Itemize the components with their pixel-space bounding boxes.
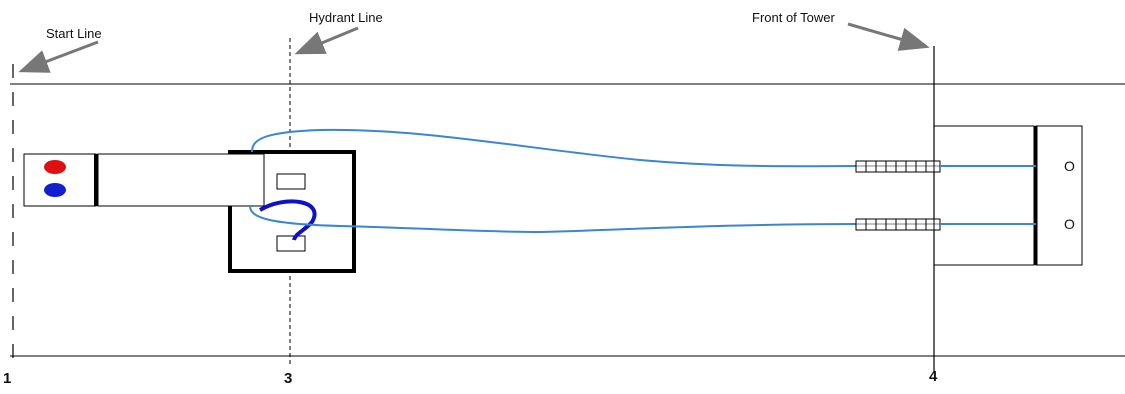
red-dot-icon [44,160,66,174]
blue-dot-icon [44,183,66,197]
hydrant-line-label: Hydrant Line [309,10,383,25]
lower-hose-line [249,205,1042,234]
tower-front [1035,125,1083,266]
hydrant-valve-lower [276,235,306,252]
upper-hose-line [251,128,1042,168]
hydrant-valve-upper [276,173,306,190]
marker-4: 4 [929,368,938,385]
tower-outlet-lower: O [1064,216,1075,232]
truck-body [97,153,265,207]
tower-outlet-upper: O [1064,158,1075,174]
start-line-label: Start Line [46,26,102,41]
tower-arrow-icon [847,22,930,51]
marker-1: 1 [3,370,12,387]
hose-coupling-icon [855,160,941,173]
front-of-tower-label: Front of Tower [752,10,835,25]
start-line-arrow-icon [18,40,99,73]
hydrant-line-arrow-icon [294,26,359,55]
hose-coupling-icon [855,218,941,231]
marker-3: 3 [284,370,293,387]
tower-base [933,125,1035,266]
hydrant-connection-hose [258,199,317,241]
